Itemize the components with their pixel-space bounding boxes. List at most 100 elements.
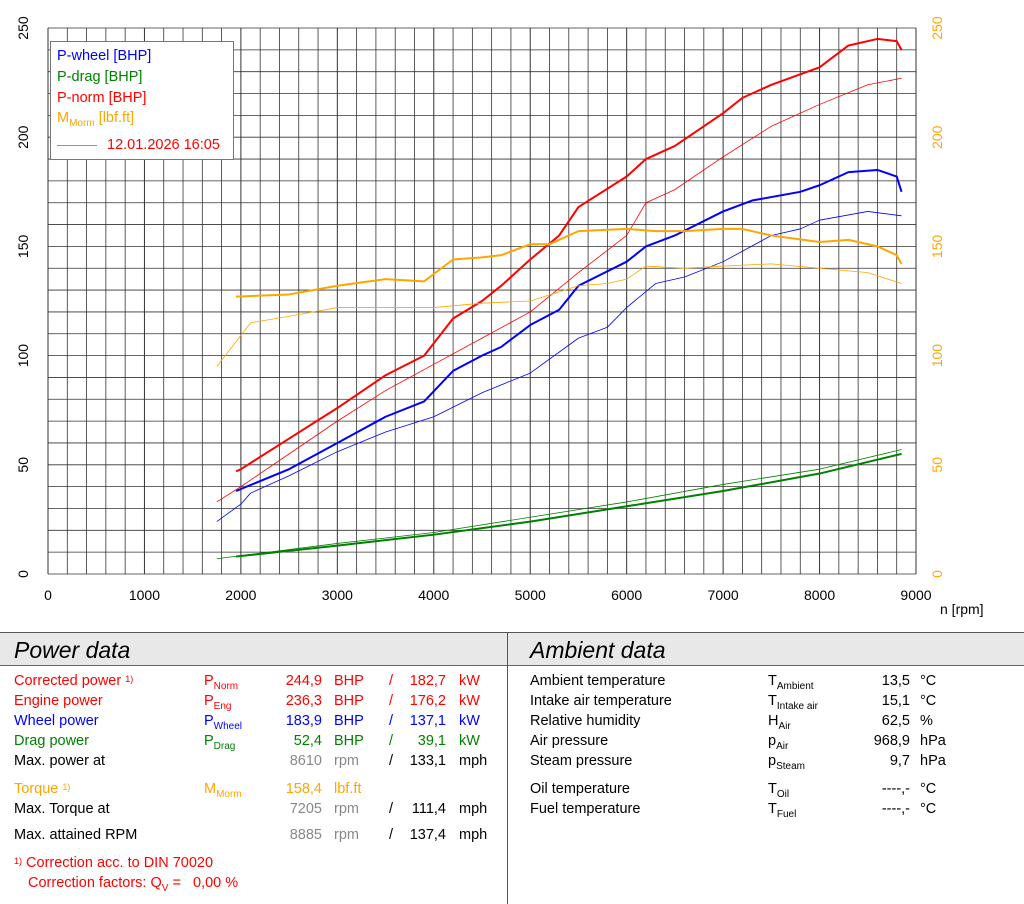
row-value2: 133,1 [409,753,446,769]
ambient-data-panel: Ambient data Ambient temperature TAmbien… [508,632,1024,904]
ambient-value: 62,5 [881,713,910,729]
ambient-symbol: TFuel [768,801,797,820]
row-value2: 182,7 [409,673,446,689]
ambient-label: Oil temperature [530,781,630,797]
y-tick-label: 0 [15,570,31,578]
ambient-unit: hPa [920,753,946,769]
row-unit1: rpm [334,801,359,817]
series-p-norm-ref [216,77,902,503]
y2-tick-label: 250 [929,16,945,40]
ambient-value: 9,7 [889,753,910,769]
row-label: Max. Torque at [14,801,110,817]
ambient-symbol: TIntake air [768,693,818,712]
y2-tick-label: 100 [929,344,945,368]
row-symbol: PEng [204,693,232,712]
x-tick-label: 2000 [225,587,256,603]
ambient-symbol: TAmbient [768,673,814,692]
x-axis-label: n [rpm] [940,601,984,617]
y2-tick-label: 50 [929,457,945,473]
ambient-unit: % [920,713,933,729]
x-tick-label: 0 [44,587,52,603]
y-tick-label: 50 [15,457,31,473]
series-p-wheel-ref [216,211,902,522]
ambient-value: 15,1 [881,693,910,709]
ambient-label: Ambient temperature [530,673,666,689]
row-value2: 137,4 [409,827,446,843]
row-value1: 244,9 [285,673,322,689]
ambient-label: Fuel temperature [530,801,641,817]
x-tick-label: 3000 [322,587,353,603]
row-separator: / [389,693,394,709]
ambient-label: Intake air temperature [530,693,672,709]
ambient-symbol: TOil [768,781,790,800]
row-symbol: PNorm [204,673,239,692]
row-separator: / [389,827,394,843]
row-symbol: MMorm [204,781,242,800]
row-value1: 236,3 [285,693,322,709]
row-label: Corrected power 1) [14,673,134,689]
ambient-unit: °C [920,801,937,817]
row-separator: / [389,801,394,817]
power-data-title: Power data [0,633,507,666]
footnote-1: 1) Correction acc. to DIN 70020 [14,855,214,871]
y2-tick-label: 200 [929,125,945,149]
row-unit1: BHP [334,693,364,709]
row-label: Torque 1) [14,781,71,797]
series-p-drag [235,452,902,558]
x-tick-label: 9000 [900,587,931,603]
y-tick-label: 150 [15,235,31,259]
row-label: Max. attained RPM [14,827,138,843]
legend-wheel: P-wheel [BHP] [57,48,152,64]
row-unit1: rpm [334,827,359,843]
ambient-label: Relative humidity [530,713,641,729]
ambient-unit: °C [920,673,937,689]
row-value2: 137,1 [409,713,446,729]
ambient-value: ----,- [881,801,910,817]
y2-tick-label: 150 [929,235,945,259]
x-tick-label: 6000 [611,587,642,603]
row-symbol: PWheel [204,713,243,732]
row-unit2: mph [459,801,488,817]
row-value1: 183,9 [285,713,322,729]
ambient-label: Air pressure [530,733,609,749]
ambient-symbol: pSteam [768,753,805,772]
row-value2: 111,4 [411,801,446,817]
series-m-morm [236,227,903,298]
ambient-value: 13,5 [881,673,910,689]
row-label: Engine power [14,693,103,709]
x-tick-label: 4000 [418,587,449,603]
ambient-value: ----,- [881,781,910,797]
chart-legend: P-wheel [BHP] P-drag [BHP] P-norm [BHP] … [50,41,234,160]
row-label: Wheel power [14,713,99,729]
row-unit2: kW [459,673,480,689]
series-m-morm-ref [216,263,902,367]
row-separator: / [389,753,394,769]
ambient-value: 968,9 [873,733,910,749]
legend-drag: P-drag [BHP] [57,69,143,85]
y-tick-label: 100 [15,344,31,368]
row-separator: / [389,713,394,729]
ambient-unit: °C [920,781,937,797]
y-tick-label: 200 [15,125,31,149]
row-separator: / [389,673,394,689]
y-tick-label: 250 [15,16,31,40]
row-value1: 8885 [289,827,322,843]
row-label: Drag power [14,733,89,749]
series-p-drag-ref [216,449,902,560]
row-separator: / [389,733,394,749]
ambient-unit: °C [920,693,937,709]
row-unit1: BHP [334,713,364,729]
ambient-symbol: HAir [768,713,791,732]
row-unit2: mph [459,753,488,769]
series-p-wheel [235,168,903,492]
legend-torque: MMorm [lbf.ft] [57,110,135,129]
series-p-norm [235,37,903,473]
row-value1: 158,4 [285,781,322,797]
row-unit1: rpm [334,753,359,769]
ambient-unit: hPa [920,733,946,749]
footnote-2: Correction factors: QV = 0,00 % [28,875,239,894]
ambient-symbol: pAir [768,733,789,752]
row-value1: 52,4 [293,733,322,749]
x-tick-label: 5000 [515,587,546,603]
legend-norm: P-norm [BHP] [57,90,147,106]
